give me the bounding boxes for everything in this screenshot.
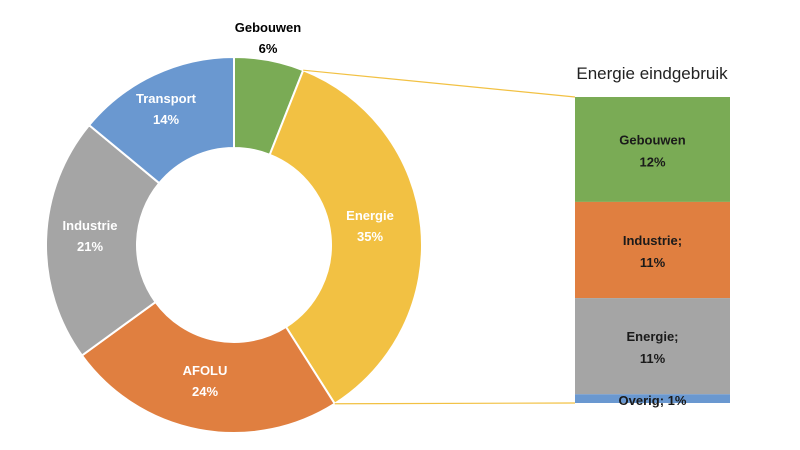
bar-value-industrie: 11% (640, 255, 666, 270)
bar-segment-overig (575, 394, 730, 403)
slice-value-industrie: 21% (77, 239, 103, 254)
bar-value-energie: 11% (640, 351, 666, 366)
slice-value-gebouwen: 6% (259, 41, 278, 56)
slice-label-energie: Energie (346, 208, 394, 223)
donut-slice-industrie (45, 123, 161, 357)
donut-chart: Gebouwen 6% Energie 35% AFOLU 24% Industrie 21%… (45, 20, 423, 434)
slice-label-afolu: AFOLU (183, 363, 228, 378)
bar-title: Energie eindgebruik (576, 64, 728, 83)
bar-segment-gebouwen (575, 97, 730, 202)
donut-slice-transport (87, 55, 235, 185)
bar-label-overig: Overig; 1% (619, 393, 687, 408)
connector-line-bottom (334, 402, 576, 405)
bar-value-gebouwen: 12% (639, 154, 665, 169)
connector-lines (303, 69, 576, 405)
slice-value-afolu: 24% (192, 384, 218, 399)
bar-label-energie: Energie; (626, 329, 678, 344)
bar-segment-energie (575, 298, 730, 395)
slice-value-transport: 14% (153, 112, 179, 127)
slice-label-industrie: Industrie (63, 218, 118, 233)
stacked-bar: Gebouwen 12% Industrie; 11% Energie; 11% Overi… (575, 97, 730, 408)
connector-line-top (303, 69, 576, 98)
slice-label-gebouwen: Gebouwen (235, 20, 302, 35)
slice-label-transport: Transport (136, 91, 197, 106)
bar-label-industrie: Industrie; (623, 233, 682, 248)
bar-segment-industrie (575, 201, 730, 299)
donut-slice-energie (268, 68, 423, 406)
slice-value-energie: 35% (357, 229, 383, 244)
donut-slice-afolu (80, 300, 337, 434)
bar-label-gebouwen: Gebouwen (619, 132, 686, 147)
